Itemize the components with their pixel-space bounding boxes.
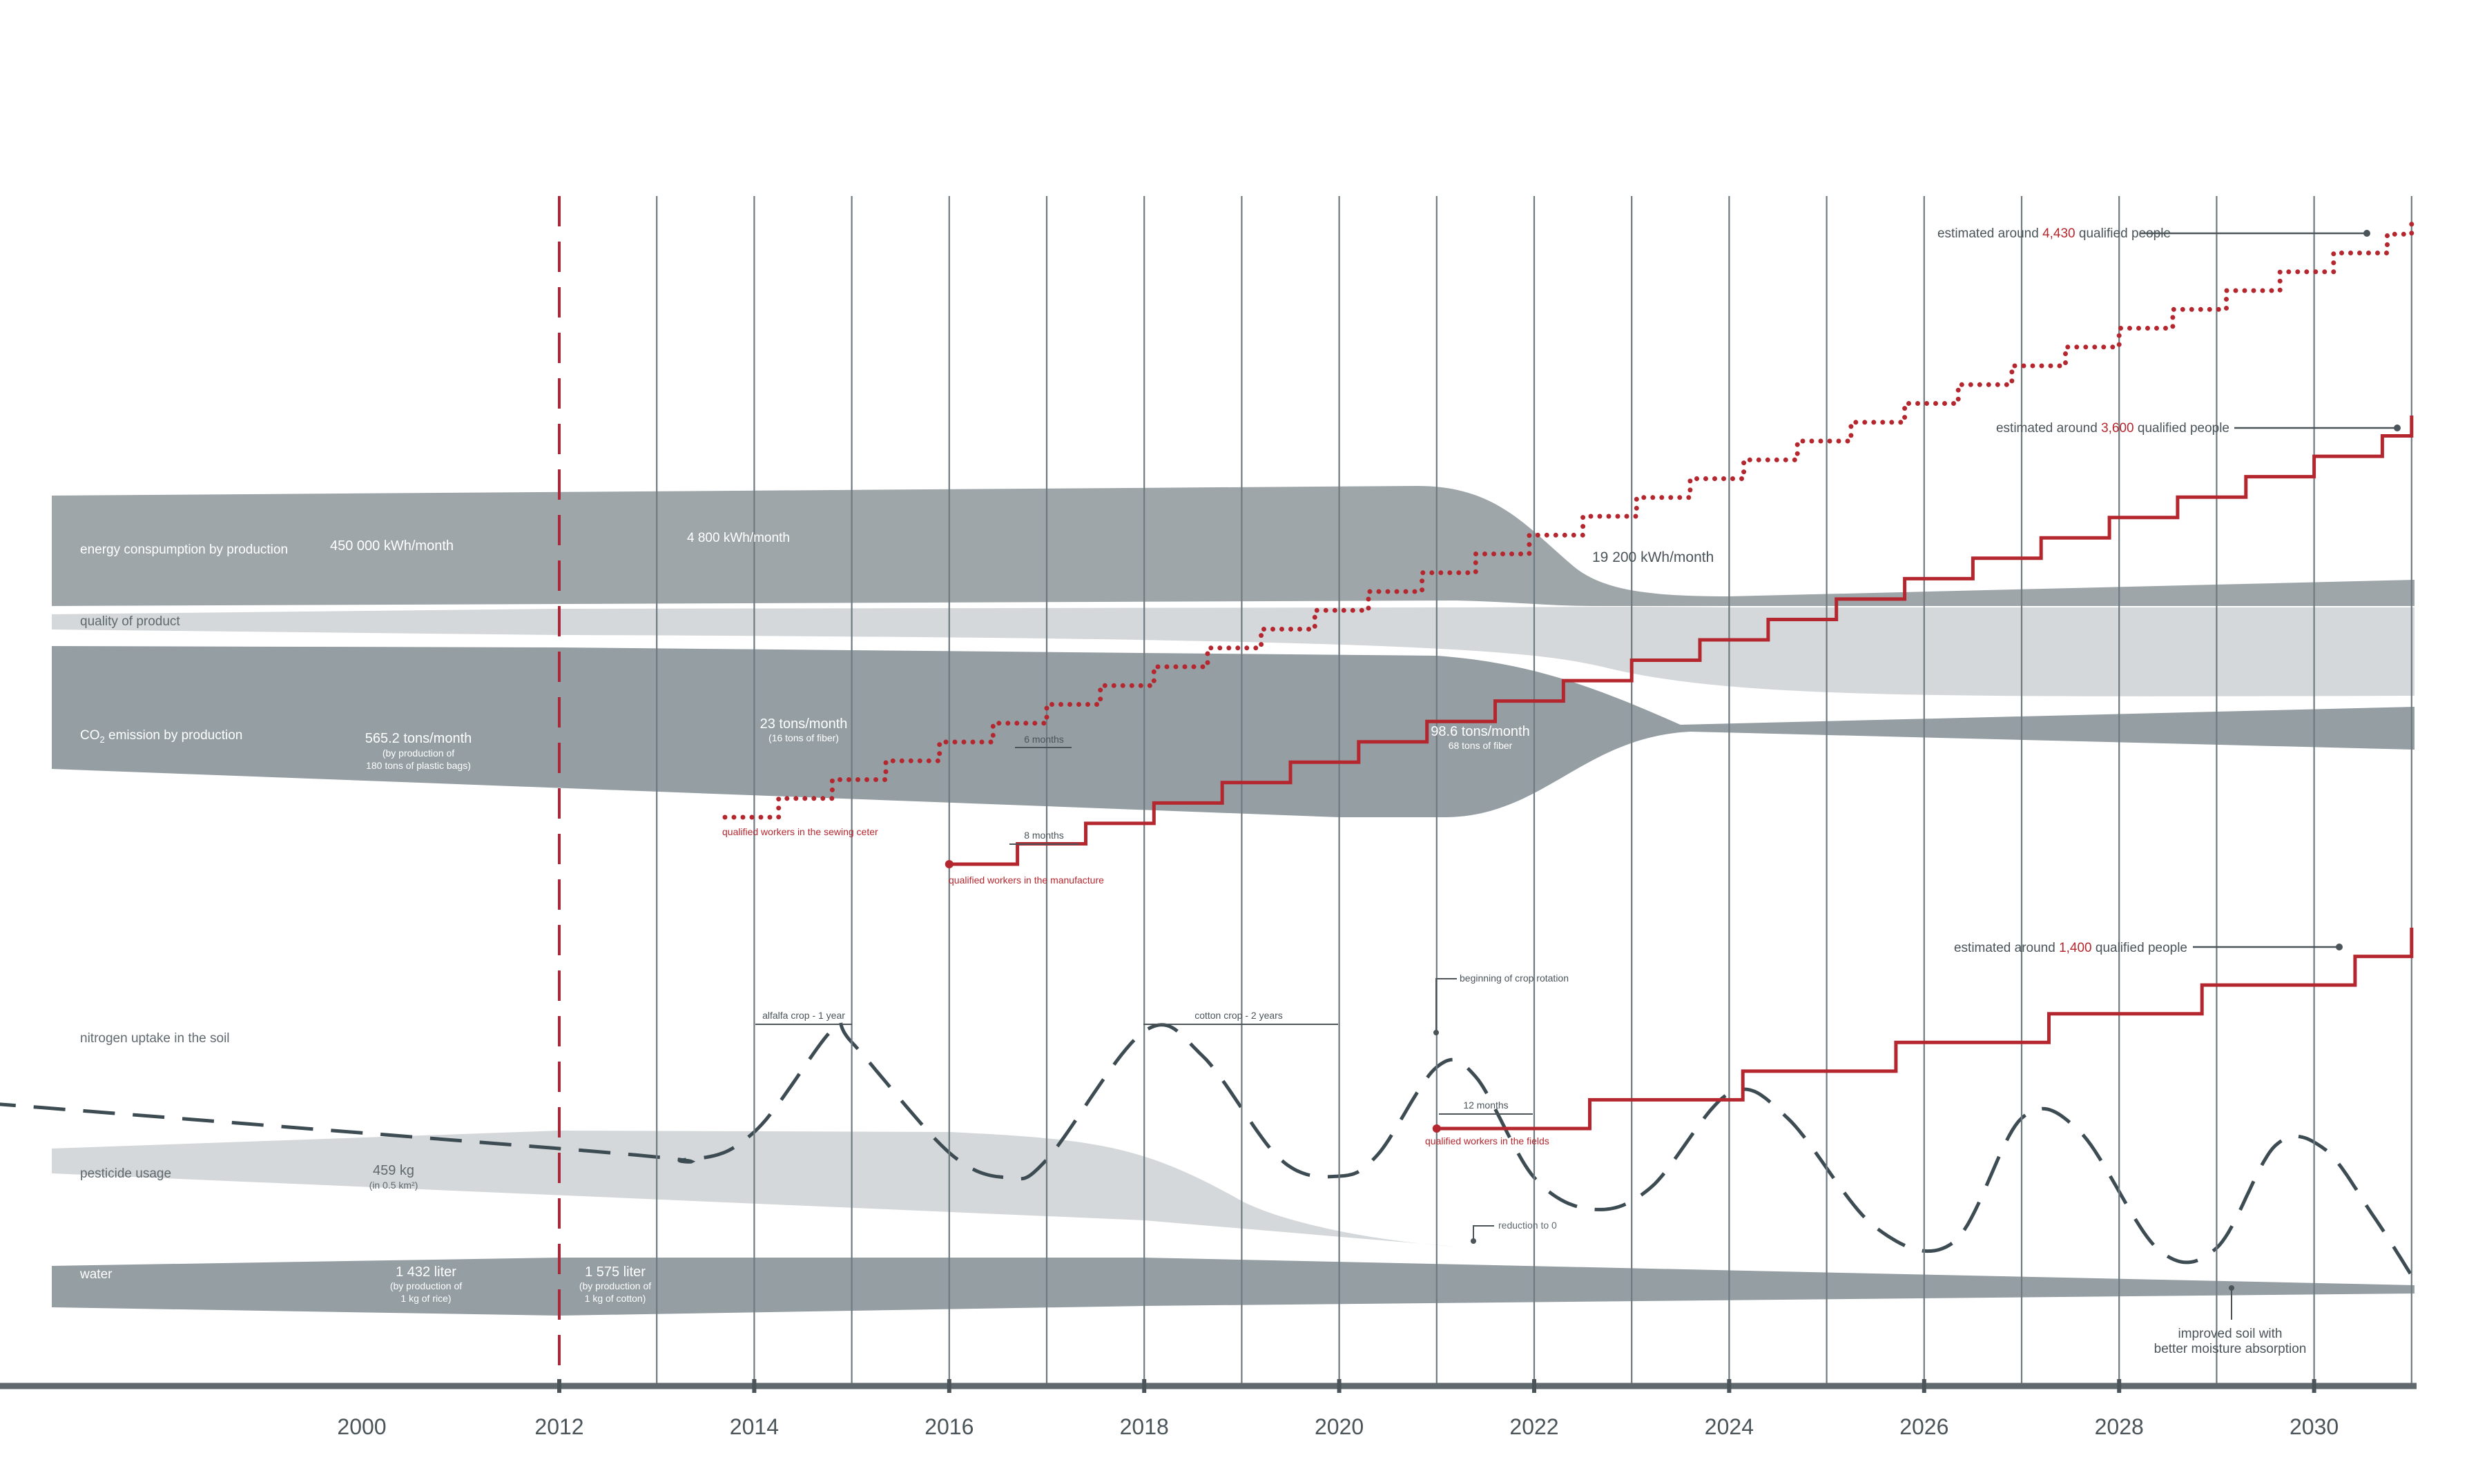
tick-label-2012: 2012 <box>534 1414 583 1439</box>
tick-label-2022: 2022 <box>1509 1414 1558 1439</box>
water-value-2000: 1 432 liter <box>396 1265 456 1280</box>
water-value-2012: 1 575 liter <box>585 1265 646 1280</box>
energy-label: energy conspumption by production <box>80 543 288 557</box>
co2-value-2000-sub2: 180 tons of plastic bags) <box>366 760 471 771</box>
tick-label-2018: 2018 <box>1120 1414 1169 1439</box>
co2-value-2021: 98.6 tons/month <box>1431 724 1529 739</box>
co2-value-2000: 565.2 tons/month <box>365 731 472 746</box>
alfalfa-label: alfalfa crop - 1 year <box>762 1010 845 1021</box>
tick-label-2016: 2016 <box>925 1414 974 1439</box>
water-label: water <box>79 1267 113 1282</box>
co2-label: CO2 emission by production <box>80 728 242 745</box>
estimate-sewing-marker <box>2363 230 2370 237</box>
series-1 <box>945 416 2414 868</box>
reduction-leader <box>1473 1225 1494 1241</box>
energy-band <box>52 486 2415 606</box>
cotton-label: cotton crop - 2 years <box>1194 1010 1283 1021</box>
tick-label-2024: 2024 <box>1705 1414 1754 1439</box>
water-value-2012-sub1: (by production of <box>579 1280 651 1291</box>
estimate-sewing: estimated around 4,430 qualified people <box>1937 226 2171 241</box>
water-note-line1: improved soil with <box>2178 1327 2283 1341</box>
quality-band <box>52 607 2415 696</box>
co2-value-2014-sub1: (16 tons of fiber) <box>768 732 839 743</box>
year-gridlines <box>558 196 2412 1383</box>
manufacture-duration-label: 8 months <box>1024 830 1064 841</box>
estimate-manufacture: estimated around 3,600 qualified people <box>1996 421 2229 436</box>
water-band <box>52 1258 2415 1316</box>
crop-rotation-marker <box>1433 1030 1439 1035</box>
co2-value-2000-sub1: (by production of <box>383 748 454 759</box>
series-manufacture-label: qualified workers in the manufacture <box>949 875 1104 886</box>
tick-label-2000: 2000 <box>337 1414 386 1439</box>
fields-duration-label: 12 months <box>1463 1100 1508 1111</box>
reduction-marker <box>1471 1238 1476 1244</box>
crop-rotation-label: beginning of crop rotation <box>1460 973 1569 984</box>
water-value-2000-sub1: (by production of <box>390 1280 462 1291</box>
pesticide-value-sub: (in 0.5 km²) <box>369 1180 418 1191</box>
series-fields-label: qualified workers in the fields <box>1425 1135 1549 1146</box>
crop-rotation-leader <box>1435 978 1457 1033</box>
sewing-duration-label: 6 months <box>1024 734 1064 745</box>
energy-value-2022: 19 200 kWh/month <box>1592 549 1714 565</box>
water-note-marker <box>2229 1285 2234 1291</box>
x-axis-ticks: 2000 2012 2014 2016 2018 2020 2022 2024 2026 2028… <box>337 1379 2339 1439</box>
water-value-2012-sub2: 1 kg of cotton) <box>585 1293 646 1304</box>
tick-label-2020: 2020 <box>1315 1414 1364 1439</box>
pesticide-label: pesticide usage <box>80 1166 171 1181</box>
series-2 <box>1432 928 2414 1133</box>
series-0 <box>722 213 2415 820</box>
pesticide-reduction: reduction to 0 <box>1498 1220 1557 1231</box>
energy-value-2014: 4 800 kWh/month <box>687 531 790 545</box>
pesticide-value: 459 kg <box>373 1163 414 1178</box>
estimate-manufacture-marker <box>2394 424 2401 431</box>
energy-value-2000: 450 000 kWh/month <box>330 538 454 554</box>
co2-value-2014: 23 tons/month <box>760 716 848 732</box>
series-sewing-label: qualified workers in the sewing ceter <box>722 826 878 837</box>
nitrogen-label: nitrogen uptake in the soil <box>80 1031 230 1046</box>
water-note-line2: better moisture absorption <box>2154 1342 2307 1356</box>
tick-label-2028: 2028 <box>2095 1414 2144 1439</box>
estimate-fields: estimated around 1,400 qualified people <box>1954 941 2187 955</box>
water-value-2000-sub2: 1 kg of rice) <box>400 1293 451 1304</box>
quality-label: quality of product <box>80 614 180 629</box>
estimate-fields-marker <box>2336 944 2343 950</box>
tick-label-2030: 2030 <box>2290 1414 2339 1439</box>
worker-series <box>722 213 2415 1133</box>
flow-bands <box>0 486 2415 1316</box>
co2-band <box>52 646 2415 817</box>
co2-value-2021-sub1: 68 tons of fiber <box>1449 740 1513 751</box>
tick-label-2014: 2014 <box>730 1414 779 1439</box>
tick-label-2026: 2026 <box>1899 1414 1948 1439</box>
